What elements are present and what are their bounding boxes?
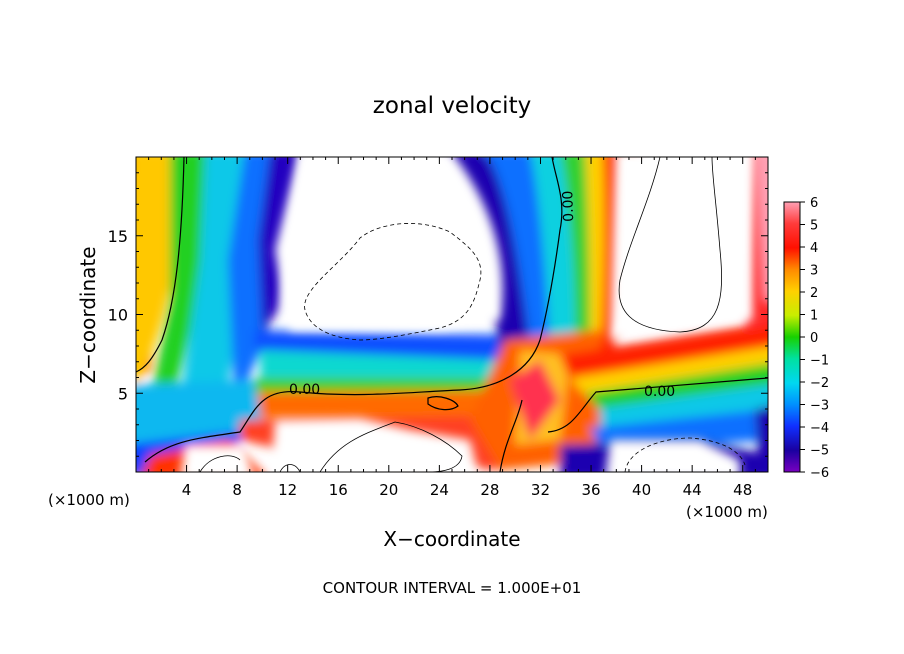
colorbar-tick-label: −4 — [810, 421, 829, 436]
contour-labels: 0.00 0.00 0.00 — [289, 190, 675, 400]
colorbar: 6 5 4 3 2 1 0 −1 −2 −3 −4 −5 −6 — [783, 196, 829, 481]
x-tick-label: 20 — [379, 481, 398, 499]
colorbar-tick-label: 1 — [810, 309, 818, 324]
x-tick-label: 32 — [531, 481, 550, 499]
colorbar-tick-label: 3 — [810, 264, 818, 279]
colorbar-tick-label: 2 — [810, 286, 818, 301]
y-tick-label: 15 — [108, 227, 128, 246]
contour-label: 0.00 — [560, 190, 577, 222]
y-tick-label: 5 — [118, 384, 128, 403]
chart-title: zonal velocity — [373, 93, 531, 119]
x-axis: 4 8 12 16 20 24 28 32 36 40 44 48 — [148, 157, 756, 499]
colorbar-tick-label: 0 — [810, 331, 818, 346]
y-axis-label: Z−coordinate — [76, 246, 100, 383]
x-units-label: (×1000 m) — [48, 491, 130, 509]
colorbar-tick-label: 4 — [810, 241, 818, 256]
colorbar-tick-label: −6 — [810, 466, 829, 481]
x-tick-label: 48 — [733, 481, 752, 499]
colorbar-tick-label: −3 — [810, 399, 829, 414]
x-tick-label: 36 — [581, 481, 600, 499]
x-axis-label: X−coordinate — [383, 527, 520, 551]
colorbar-tick-label: 6 — [810, 196, 818, 211]
y-tick-label: 10 — [108, 306, 128, 325]
x-tick-label: 24 — [430, 481, 449, 499]
x-tick-label: 28 — [480, 481, 499, 499]
colorbar-tick-label: −5 — [810, 444, 829, 459]
x-tick-label: 44 — [683, 481, 702, 499]
contour-label: 0.00 — [289, 382, 320, 398]
colorbar-tick-label: −2 — [810, 376, 829, 391]
colorbar-tick-label: −1 — [810, 354, 829, 369]
y-axis: 5 10 15 — [108, 172, 768, 457]
colorbar-tick-label: 5 — [810, 219, 818, 234]
contour-interval-note: CONTOUR INTERVAL = 1.000E+01 — [323, 579, 582, 597]
x-units-label-right: (×1000 m) — [686, 503, 768, 521]
x-tick-label: 12 — [278, 481, 297, 499]
x-tick-label: 16 — [329, 481, 348, 499]
x-tick-label: 4 — [182, 481, 192, 499]
contour-label: 0.00 — [644, 384, 675, 400]
x-tick-label: 8 — [232, 481, 242, 499]
x-tick-label: 40 — [632, 481, 651, 499]
heatmap-field: 0.00 0.00 0.00 — [136, 157, 768, 472]
